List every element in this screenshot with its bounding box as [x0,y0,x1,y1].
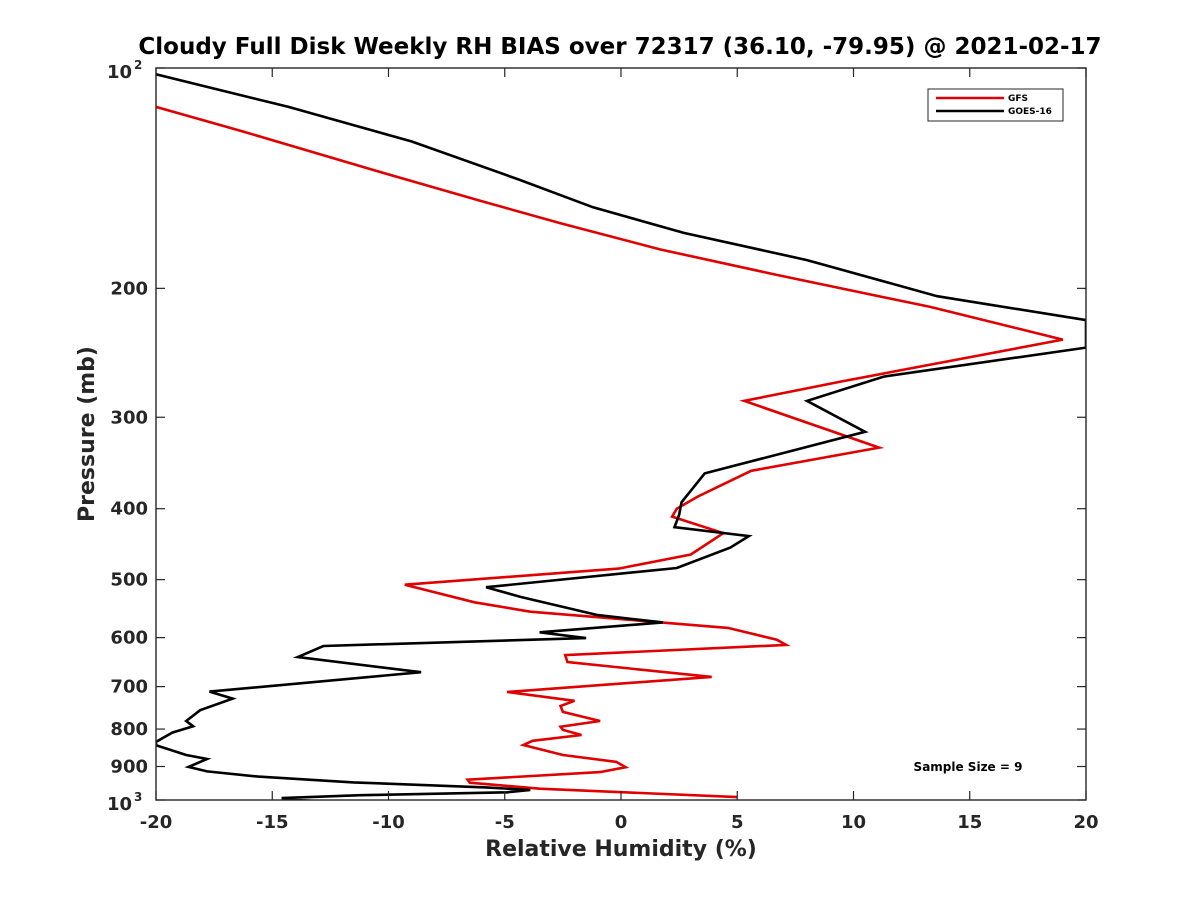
y-tick-label: 800 [110,719,148,740]
y-tick-label: 300 [110,407,148,428]
series-line-gfs [156,105,1064,799]
y-tick-label: 900 [110,757,148,778]
y-tick-label-power: 10 [107,62,132,83]
y-tick-label-exponent: 2 [134,58,142,72]
plot-frame [155,67,1087,801]
y-tick-label: 200 [110,278,148,299]
x-axis-label: Relative Humidity (%) [485,837,757,862]
y-tick-label: 400 [110,499,148,520]
y-tick-label-power: 10 [107,794,132,815]
x-tick-label: -10 [372,812,405,833]
plot-lines [156,73,1086,800]
x-tick-label: -5 [495,812,515,833]
chart-title: Cloudy Full Disk Weekly RH BIAS over 723… [138,34,1101,60]
legend: GFS GOES-16 [927,88,1064,122]
x-tick-label: 5 [731,812,744,833]
x-tick-label: 15 [957,812,982,833]
x-tick-label: 0 [615,812,628,833]
series-line-goes16 [156,73,1086,800]
x-tick-label: 10 [841,812,866,833]
legend-label-gfs: GFS [1008,94,1028,104]
y-tick-label-exponent: 3 [134,790,142,804]
legend-box [927,88,1064,122]
y-tick-label: 600 [110,628,148,649]
x-tick-label: -20 [140,812,173,833]
x-tick-label: 20 [1073,812,1098,833]
legend-label-goes16: GOES-16 [1008,107,1052,117]
y-axis-label: Pressure (mb) [75,346,100,522]
sample-size-annotation: Sample Size = 9 [914,760,1023,774]
y-tick-label: 700 [110,677,148,698]
y-tick-label: 500 [110,570,148,591]
x-axis: -20 -15 -10 -5 0 5 10 15 20 [140,68,1099,833]
x-tick-label: -15 [256,812,289,833]
